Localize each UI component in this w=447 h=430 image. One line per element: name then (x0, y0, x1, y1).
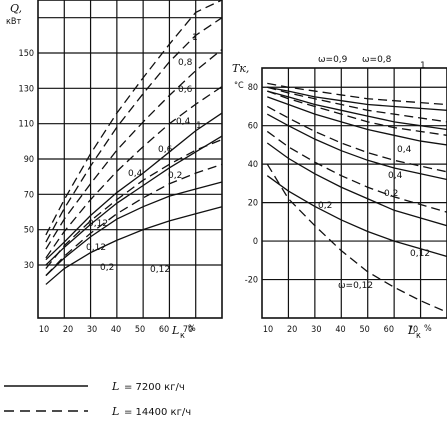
y-tick-label-1-0: -20 (245, 276, 258, 286)
series-0-9-dashed (45, 163, 223, 277)
left-x-label-main: L (171, 324, 179, 337)
series-1-4-solid (266, 142, 447, 227)
x-tick-label-1-1: 20 (287, 325, 297, 335)
series-0-4-dashed (45, 0, 223, 236)
curve-label-2: 1 (420, 61, 426, 71)
right-curve-labels: ω=0,9 ω=0,8 1 0,4 0,4 0,2 0,2 0,12 ω=0,12 (318, 55, 430, 291)
legend-dashed-label: = 14400 кг/ч (124, 407, 191, 418)
right-x-label-main: L (407, 324, 415, 337)
curve-label-1: ω=0,8 (362, 55, 392, 65)
left-y-tick-labels: 30 50 70 90 110 130 150 (19, 49, 34, 271)
series-0-5-dashed (45, 17, 223, 243)
curve-label-0-2-solid: 0,2 (100, 263, 114, 273)
series-0-0-solid (45, 112, 223, 261)
right-series (266, 82, 447, 313)
legend-solid-prefix: L (111, 380, 119, 393)
series-1-9-dashed (266, 105, 447, 173)
curve-label-8: ω=0,12 (338, 281, 373, 291)
curve-label-0-12-solid: 0,12 (150, 265, 170, 275)
y-tick-label-1-5: 80 (248, 83, 258, 93)
x-tick-label-0-4: 50 (135, 325, 145, 335)
left-y-title-line1: Q, (10, 2, 22, 15)
curve-label-0-12-small: 0,12 (86, 243, 106, 253)
series-1-7-dashed (267, 86, 447, 123)
left-y-title-line2: кВт (6, 17, 21, 27)
x-tick-label-0-6: 70 (183, 325, 193, 335)
curve-label-5: 0,2 (384, 189, 398, 199)
curve-label-0-8: 0,8 (178, 58, 193, 68)
curve-label-1-solid: 1 (196, 121, 202, 131)
y-tick-label-0-2: 70 (24, 190, 34, 200)
y-tick-label-0-6: 150 (19, 49, 34, 59)
left-x-label-unit: % (188, 324, 196, 334)
series-1-6-dashed (267, 82, 447, 106)
x-tick-label-1-4: 50 (360, 325, 370, 335)
legend-dashed-prefix: L (111, 405, 119, 418)
right-x-label-unit: % (424, 324, 432, 334)
left-grid (38, 0, 222, 318)
left-x-tick-labels: 10 20 30 40 50 60 70 (39, 325, 193, 335)
y-tick-label-0-0: 30 (24, 261, 34, 271)
series-1-0-solid (267, 86, 447, 111)
series-1-8-dashed (267, 90, 447, 136)
curve-label-1: 1 (192, 33, 198, 43)
right-plot-frame (261, 67, 447, 319)
curve-label-3: 0,4 (397, 145, 412, 155)
y-tick-label-0-1: 50 (24, 226, 34, 236)
right-y-title-line2: °C (234, 81, 244, 91)
y-tick-label-0-3: 90 (24, 155, 34, 165)
right-chart-tk: -20 0 20 40 60 80 10 20 30 40 50 60 70 Tк, °C L к %… (232, 55, 447, 341)
right-x-tick-labels: 10 20 30 40 50 60 70 (263, 325, 418, 335)
left-series (45, 0, 223, 285)
x-tick-label-1-2: 30 (311, 325, 321, 335)
curve-label-6: 0,2 (318, 201, 332, 211)
y-tick-label-0-4: 110 (19, 120, 34, 130)
x-tick-label-0-5: 60 (159, 325, 169, 335)
x-tick-label-1-6: 70 (408, 325, 418, 335)
x-tick-label-1-3: 40 (335, 325, 345, 335)
curve-label-0-4: 0,4 (176, 117, 191, 127)
x-tick-label-0-1: 20 (63, 325, 73, 335)
y-tick-label-1-1: 0 (253, 237, 258, 247)
series-1-1-solid (267, 90, 447, 131)
y-tick-label-1-3: 40 (248, 160, 258, 170)
series-1-2-solid (267, 96, 447, 146)
series-1-11-dashed (266, 163, 447, 313)
series-0-8-dashed (45, 138, 223, 269)
x-tick-label-0-2: 30 (87, 325, 97, 335)
series-1-5-solid (266, 175, 447, 258)
x-tick-label-1-5: 60 (384, 325, 394, 335)
x-tick-label-0-3: 40 (111, 325, 121, 335)
curve-label-0-6: 0,6 (178, 85, 193, 95)
right-y-tick-labels: -20 0 20 40 60 80 (245, 83, 258, 285)
series-0-1-solid (45, 135, 223, 266)
curve-label-0-4-solid: 0,4 (128, 169, 143, 179)
series-0-3-solid (45, 206, 223, 285)
y-tick-label-0-5: 130 (19, 84, 34, 94)
series-1-3-solid (266, 113, 447, 181)
right-x-label-sub: к (416, 331, 421, 341)
curve-label-0-12-dashed: 0,12 (88, 219, 108, 229)
right-y-title-line1: Tк, (232, 62, 249, 75)
curve-label-7: 0,12 (410, 249, 430, 259)
curve-label-0: ω=0,9 (318, 55, 348, 65)
y-tick-label-1-4: 60 (248, 122, 258, 132)
x-tick-label-0-0: 10 (39, 325, 49, 335)
curve-label-4: 0,4 (388, 171, 403, 181)
series-1-10-dashed (266, 130, 447, 213)
legend-solid-label: = 7200 кг/ч (124, 382, 185, 393)
y-tick-label-1-2: 20 (248, 199, 258, 209)
series-0-6-dashed (45, 48, 223, 250)
left-curve-labels: 1 0,8 0,6 0,4 1 0,6 0,4 0,2 0,12 0,12 0,… (86, 33, 202, 275)
series-0-7-dashed (45, 86, 223, 259)
series-0-2-solid (45, 181, 223, 277)
left-x-label-sub: к (180, 331, 185, 341)
curve-label-0-2: 0,2 (168, 171, 182, 181)
curve-label-0-6-solid: 0,6 (158, 145, 173, 155)
legend: L = 7200 кг/ч L = 14400 кг/ч (4, 380, 191, 418)
x-tick-label-1-0: 10 (263, 325, 273, 335)
